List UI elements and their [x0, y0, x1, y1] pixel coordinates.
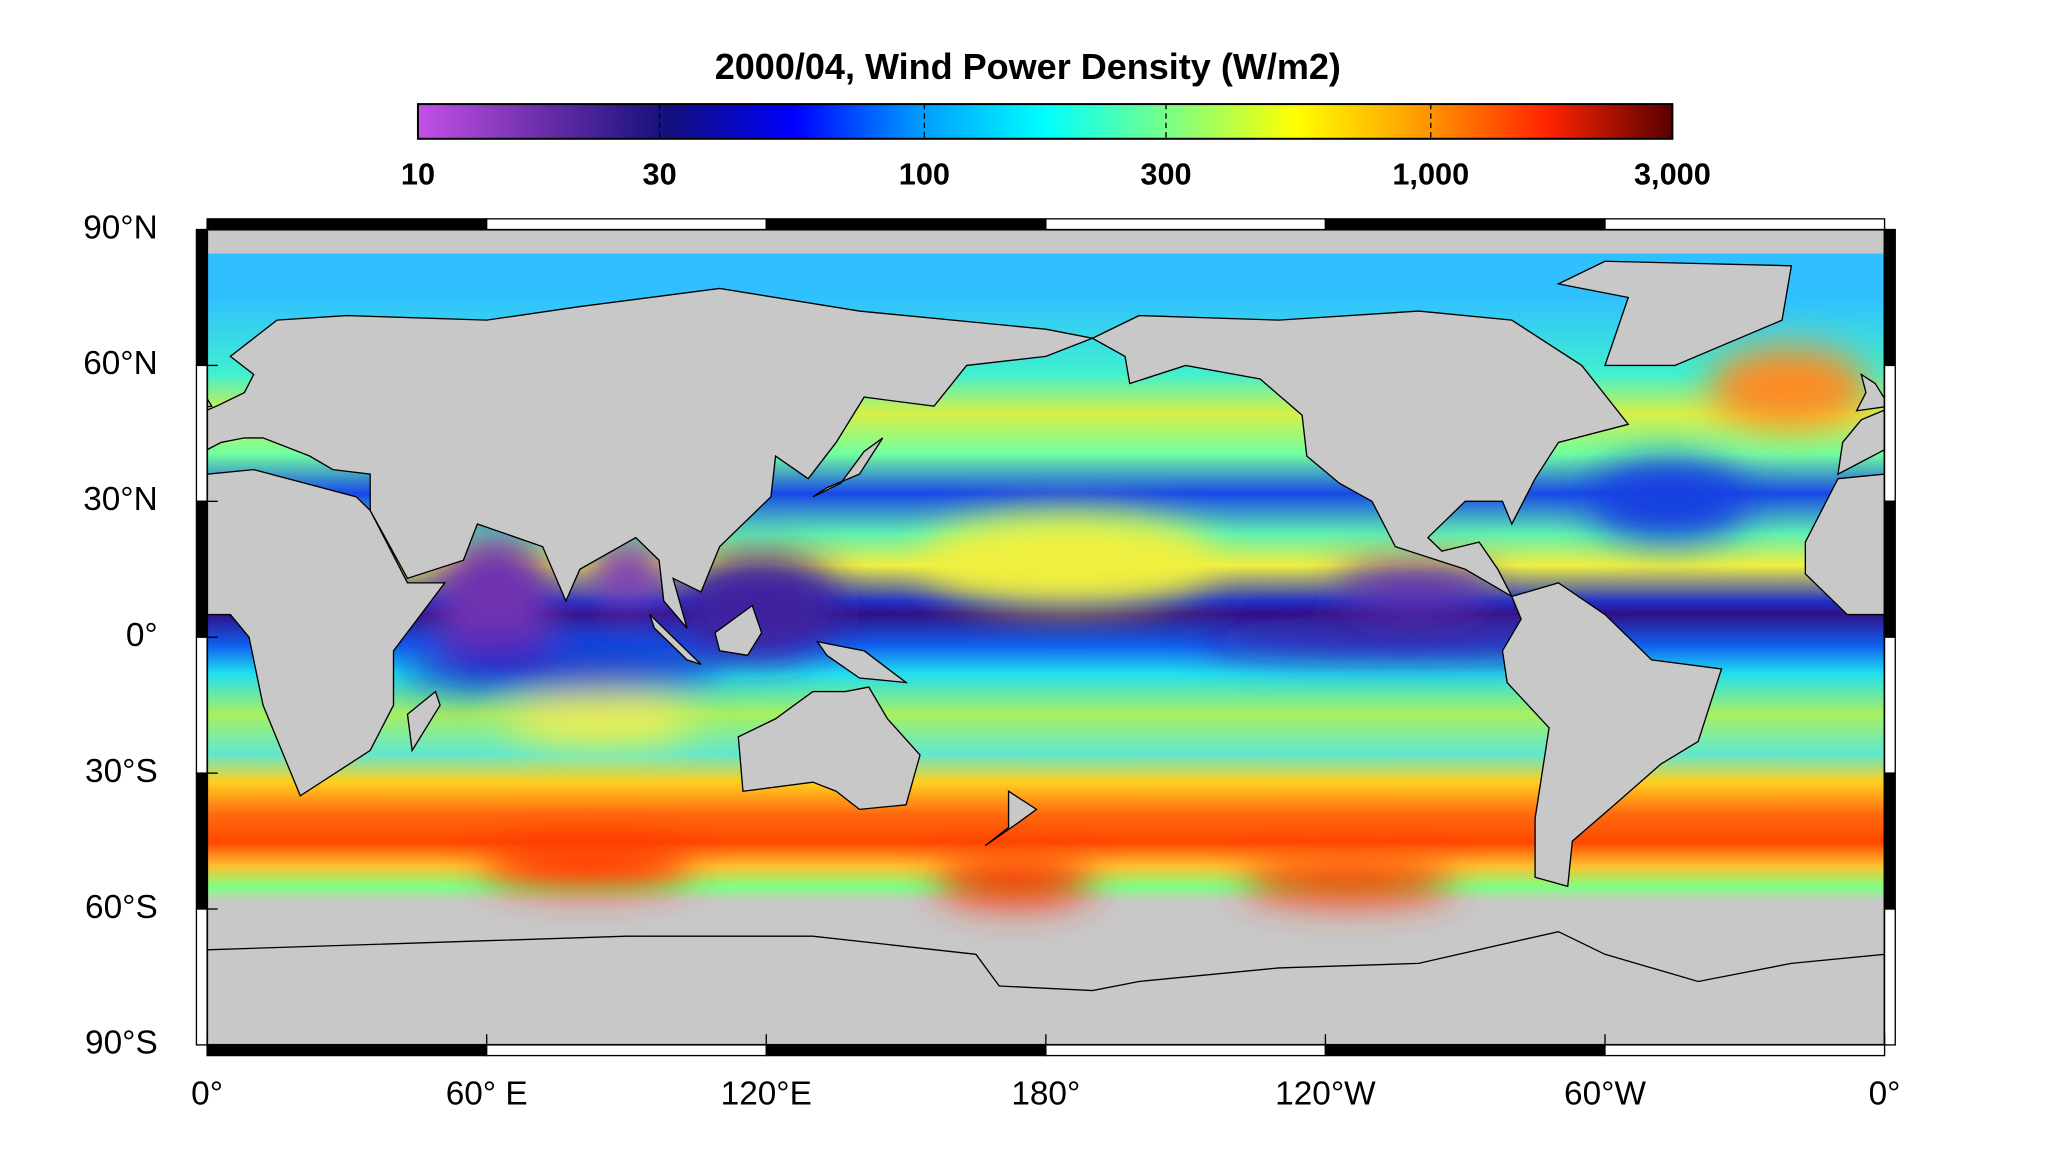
border-segment: [195, 772, 208, 910]
land-mass: [207, 468, 447, 797]
land-mass: [406, 690, 441, 753]
land-mass: [1090, 310, 1630, 599]
ticks: 10 30 100 300 1,000 3,000 0° 60° E 120°E 180° 120°…: [83, 104, 1901, 1112]
border-segment: [1324, 1044, 1606, 1057]
land-mass: [737, 686, 921, 811]
y-tick-label: 30°S: [85, 753, 158, 790]
land-mass: [1556, 260, 1793, 367]
x-tick-label: 120°W: [1275, 1075, 1376, 1112]
y-tick-label: 60°S: [85, 889, 158, 926]
x-tick-label: 180°: [1011, 1075, 1080, 1112]
land-mass: [1501, 582, 1723, 888]
land-mass: [649, 614, 702, 666]
border-segment: [486, 1044, 767, 1057]
border-segment: [1883, 908, 1896, 1046]
y-tick-label: 90°N: [83, 209, 158, 246]
chart-title: 2000/04, Wind Power Density (W/m2): [715, 46, 1341, 87]
colorbar-tick-label: 30: [643, 156, 677, 191]
y-tick-label: 30°N: [83, 481, 158, 518]
border-segment: [1045, 1044, 1327, 1057]
x-tick-label: 120°E: [721, 1075, 812, 1112]
ocean-features: [400, 346, 1869, 905]
land-mass: [1883, 949, 1885, 1045]
border-segment: [1883, 500, 1896, 638]
land-mass: [207, 397, 213, 408]
y-tick-label: 60°N: [83, 345, 158, 382]
y-tick-label: 90°S: [85, 1025, 158, 1062]
border-segment: [206, 1044, 488, 1057]
border-segment: [765, 1044, 1047, 1057]
border-segment: [1883, 364, 1896, 502]
y-tick-label: 0°: [126, 617, 158, 654]
map-area: [207, 229, 1885, 1045]
border-segment: [1324, 218, 1606, 231]
colorbar-tick-label: 1,000: [1392, 156, 1469, 191]
colorbar-tick-label: 10: [401, 156, 435, 191]
border-segment: [486, 218, 767, 231]
border-segment: [195, 228, 208, 367]
border-segment: [1045, 218, 1327, 231]
land-mass: [816, 640, 909, 684]
border-segment: [1883, 772, 1896, 910]
x-tick-label: 0°: [1869, 1075, 1901, 1112]
border-segment: [1604, 218, 1886, 231]
border-segment: [765, 218, 1047, 231]
land-mass: [714, 604, 763, 657]
colorbar-tick-label: 100: [899, 156, 950, 191]
land-mass: [812, 437, 884, 498]
border-segment: [195, 500, 208, 638]
land-mass: [1804, 473, 1885, 616]
x-tick-label: 60° E: [446, 1075, 528, 1112]
border-segment: [1883, 228, 1896, 367]
land: [207, 260, 1885, 1045]
border-segment: [1883, 636, 1896, 774]
border-segment: [195, 908, 208, 1046]
land-mass: [207, 930, 1885, 1045]
colorbar-tick-label: 3,000: [1634, 156, 1711, 191]
land-mass: [984, 790, 1038, 847]
colorbar: [416, 103, 1674, 140]
x-tick-label: 0°: [191, 1075, 223, 1112]
frame-border: [195, 218, 1896, 1057]
border-segment: [206, 218, 488, 231]
land-mass: [1837, 409, 1885, 476]
land-mass: [207, 287, 1095, 629]
colorbar-tick-label: 300: [1140, 156, 1191, 191]
border-segment: [195, 636, 208, 774]
border-segment: [195, 364, 208, 502]
border-segment: [1604, 1044, 1886, 1057]
x-tick-label: 60°W: [1564, 1075, 1646, 1112]
